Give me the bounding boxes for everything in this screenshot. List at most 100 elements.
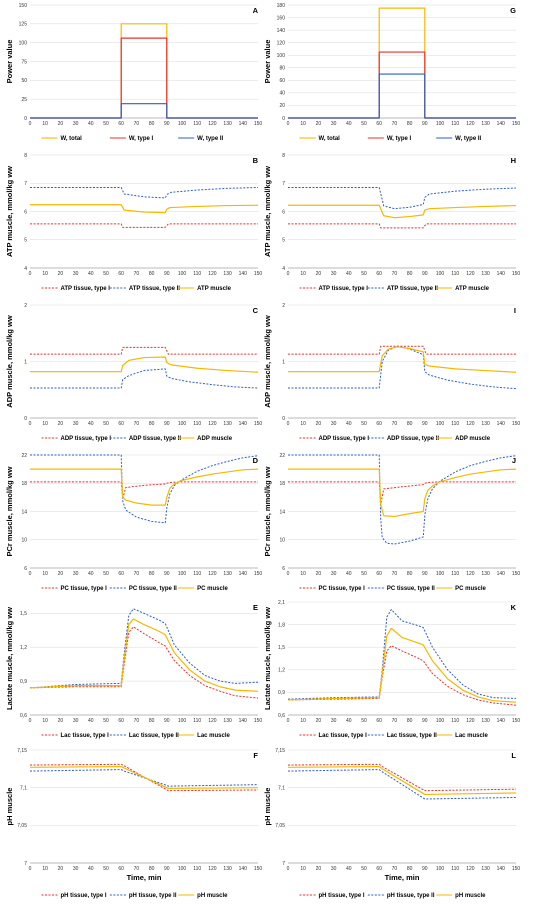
chart-I-legend-label: ADP tissue, type I <box>319 436 370 442</box>
chart-H-ytick-label: 5 <box>282 238 285 244</box>
chart-E-xtick-label: 120 <box>208 718 217 724</box>
chart-E-xtick-label: 20 <box>58 718 64 724</box>
chart-A-panel-letter: A <box>253 6 259 15</box>
chart-L-xlabel: Time, min <box>385 873 420 882</box>
chart-D-ytick-label: 10 <box>21 538 27 544</box>
chart-L-xtick-label: 30 <box>331 866 337 872</box>
chart-B-xtick-label: 0 <box>29 271 32 277</box>
chart-D-xtick-label: 150 <box>254 571 263 577</box>
chart-B-xtick-label: 110 <box>193 271 201 277</box>
chart-F-legend-label: pH tissue, type II <box>129 893 177 899</box>
chart-J-xtick-label: 10 <box>300 571 306 577</box>
chart-L-series-line-1 <box>287 763 517 792</box>
chart-A-xtick-label: 50 <box>103 121 109 127</box>
chart-I-xtick-label: 100 <box>436 421 445 427</box>
chart-D-series-line-3 <box>30 468 259 506</box>
chart-D-xtick-label: 90 <box>164 571 170 577</box>
chart-I-xtick-label: 70 <box>392 421 398 427</box>
chart-C-panel-letter: C <box>253 306 259 315</box>
chart-H-series-line-1 <box>288 223 516 229</box>
chart-A-series-line-3 <box>30 103 258 119</box>
chart-B-xtick-label: 80 <box>149 271 155 277</box>
chart-H-xtick-label: 150 <box>512 271 521 277</box>
chart-K-series-line-2 <box>287 609 517 700</box>
chart-E-xtick-label: 100 <box>178 718 187 724</box>
chart-A-series-line-2 <box>30 37 258 119</box>
chart-B-xtick-label: 120 <box>208 271 217 277</box>
chart-E-xtick-label: 70 <box>134 718 140 724</box>
chart-K-series-line-1 <box>287 645 517 706</box>
chart-I-xtick-label: 110 <box>451 421 459 427</box>
chart-L-xtick-label: 100 <box>436 866 445 872</box>
chart-G-series-line-3 <box>288 73 516 119</box>
chart-B-ytick-label: 7 <box>24 181 27 187</box>
chart-C-xtick-label: 20 <box>58 421 64 427</box>
chart-L-legend-label: pH muscle <box>455 893 486 899</box>
chart-E-ylabel: Lactate muscle, mmol/kg ww <box>5 607 14 710</box>
chart-G-xtick-label: 110 <box>451 121 459 127</box>
chart-C-legend-label: ADP tissue, type II <box>129 436 182 442</box>
chart-K-ytick-label: 2,1 <box>278 600 285 606</box>
chart-H-xtick-label: 60 <box>376 271 382 277</box>
chart-C-series-line-2 <box>30 368 259 389</box>
chart-B-series-line-2 <box>30 186 259 199</box>
chart-J-xtick-label: 140 <box>497 571 506 577</box>
chart-D-ytick-label: 22 <box>21 453 27 459</box>
chart-K-xtick-label: 30 <box>331 718 337 724</box>
chart-C-xtick-label: 50 <box>103 421 109 427</box>
chart-B-ytick-label: 4 <box>24 266 27 272</box>
chart-K-xtick-label: 110 <box>451 718 459 724</box>
chart-J-ytick-label: 10 <box>279 538 285 544</box>
chart-B-ytick-label: 5 <box>24 238 27 244</box>
chart-G-xtick-label: 100 <box>436 121 445 127</box>
chart-L-ytick-label: 7,05 <box>275 823 285 829</box>
chart-E-xtick-label: 80 <box>149 718 155 724</box>
chart-K-xtick-label: 0 <box>287 718 290 724</box>
chart-J-xtick-label: 40 <box>346 571 352 577</box>
chart-A-xtick-label: 20 <box>58 121 64 127</box>
chart-K-xtick-label: 70 <box>392 718 398 724</box>
chart-A-xtick-label: 110 <box>193 121 201 127</box>
chart-D-xtick-label: 20 <box>58 571 64 577</box>
chart-A-xtick-label: 70 <box>134 121 140 127</box>
chart-K-xtick-label: 90 <box>422 718 428 724</box>
chart-I-ylabel: ADP muscle, mmol/kg ww <box>263 315 272 408</box>
chart-A-xtick-label: 120 <box>208 121 217 127</box>
chart-D-xtick-label: 60 <box>118 571 124 577</box>
chart-H-xtick-label: 0 <box>287 271 290 277</box>
chart-B-ytick-label: 6 <box>24 209 27 215</box>
chart-I-xtick-label: 150 <box>512 421 521 427</box>
chart-H-ytick-label: 8 <box>282 153 285 159</box>
chart-E-ytick-label: 0,6 <box>20 713 27 719</box>
chart-G-xtick-label: 70 <box>392 121 398 127</box>
chart-A-ylabel: Power value <box>5 40 14 84</box>
chart-K-ytick-label: 1,5 <box>278 645 285 651</box>
chart-F-xtick-label: 30 <box>73 866 79 872</box>
chart-L-xtick-label: 70 <box>392 866 398 872</box>
chart-H-xtick-label: 40 <box>346 271 352 277</box>
chart-E-series-line-3 <box>29 618 259 692</box>
chart-D-xtick-label: 30 <box>73 571 79 577</box>
chart-B-xtick-label: 70 <box>134 271 140 277</box>
chart-C-ytick-label: 2 <box>24 303 27 309</box>
chart-G-legend-label: W, total <box>319 136 341 142</box>
chart-H-xtick-label: 140 <box>497 271 506 277</box>
chart-L-ytick-label: 7 <box>282 861 285 867</box>
chart-H-xtick-label: 110 <box>451 271 459 277</box>
chart-B-xtick-label: 100 <box>178 271 187 277</box>
chart-F-xtick-label: 80 <box>149 866 155 872</box>
chart-D-ylabel: PCr muscle, mmol/kg ww <box>5 466 14 556</box>
chart-A-ytick-label: 25 <box>21 97 27 103</box>
chart-G-xtick-label: 40 <box>346 121 352 127</box>
chart-L-series-line-3 <box>287 765 517 796</box>
chart-I-ytick-label: 0 <box>282 416 285 422</box>
chart-G-ytick-label: 80 <box>279 66 285 72</box>
chart-A-ytick-label: 125 <box>19 22 28 28</box>
chart-A-xtick-label: 0 <box>29 121 32 127</box>
chart-C-xtick-label: 140 <box>239 421 248 427</box>
chart-J-xtick-label: 20 <box>316 571 322 577</box>
chart-L-xtick-label: 140 <box>497 866 506 872</box>
chart-L-ylabel: pH muscle <box>263 788 272 826</box>
